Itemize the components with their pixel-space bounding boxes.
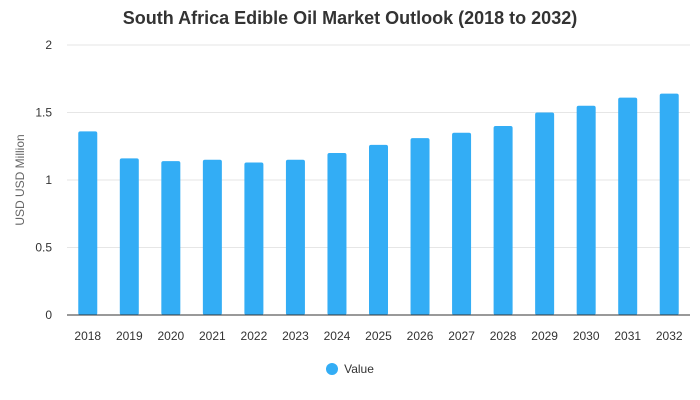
x-tick-label: 2027 [448,329,475,343]
bar [410,138,430,315]
x-tick-label: 2018 [74,329,101,343]
legend-label: Value [344,362,374,376]
x-tick-label: 2025 [365,329,392,343]
x-tick-label: 2030 [573,329,600,343]
bar [369,144,388,315]
bar [452,132,472,315]
bar [493,126,513,315]
x-tick-label: 2019 [116,329,143,343]
x-tick-label: 2020 [157,329,184,343]
x-tick-label: 2024 [324,329,351,343]
bar [202,159,222,315]
y-tick-label: 0 [45,308,52,322]
x-tick-label: 2031 [614,329,641,343]
bar [244,162,264,315]
x-tick-label: 2028 [490,329,517,343]
bar [119,158,139,315]
bar [78,131,98,315]
bar [327,153,347,315]
bar [659,93,679,315]
x-tick-label: 2022 [241,329,268,343]
bar [576,105,596,315]
x-tick-label: 2029 [531,329,558,343]
legend[interactable]: Value [0,362,700,376]
x-tick-label: 2032 [656,329,683,343]
bar [618,97,638,316]
y-tick-label: 1.5 [35,106,52,120]
bar [161,161,181,315]
y-tick-label: 2 [45,38,52,52]
x-tick-label: 2021 [199,329,226,343]
x-tick-label: 2026 [407,329,434,343]
y-tick-label: 0.5 [35,241,52,255]
legend-marker [326,363,339,375]
bar [285,159,305,315]
y-tick-label: 1 [45,173,52,187]
x-tick-label: 2023 [282,329,309,343]
bar [535,112,555,315]
chart-title: South Africa Edible Oil Market Outlook (… [122,8,578,28]
